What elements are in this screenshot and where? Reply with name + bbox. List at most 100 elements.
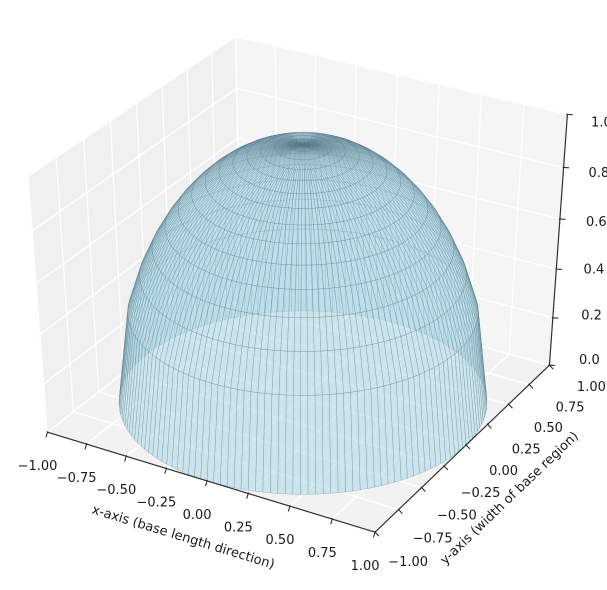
surface-quad (342, 145, 358, 151)
x-tick (164, 467, 168, 474)
surface-quad (339, 220, 350, 241)
surface-quad (302, 140, 313, 146)
surface-quad (288, 144, 304, 146)
surface-quad (315, 142, 329, 144)
surface-quad (355, 147, 370, 154)
plot-render-root: −1.00−0.75−0.50−0.250.000.250.500.751.00… (18, 36, 607, 574)
z-tick-label: 0.6 (586, 215, 607, 230)
surface-quad (293, 351, 302, 396)
surface-quad (307, 394, 316, 495)
surface-quad (302, 140, 312, 146)
surface-quad (349, 313, 361, 348)
y-tick-label: −0.50 (437, 509, 477, 524)
surface-quad (380, 251, 394, 276)
surface-quad (409, 180, 424, 196)
surface-quad (287, 317, 296, 352)
surface-quad (347, 219, 358, 239)
surface-quad (299, 180, 303, 195)
x-tick (246, 492, 250, 499)
surface-quad (322, 138, 335, 140)
surface-quad (302, 151, 304, 161)
surface-quad (301, 193, 306, 209)
surface-quad (302, 159, 305, 170)
surface-quad (310, 133, 317, 137)
surface-quad (341, 158, 356, 167)
surface-quad (301, 180, 306, 195)
surface-quad (367, 151, 382, 159)
surface-quad (385, 165, 401, 177)
surface-quad (436, 278, 451, 312)
surface-quad (306, 264, 313, 290)
surface-quad (310, 243, 317, 266)
x-tick-label: −0.50 (96, 483, 136, 498)
surface-quad (339, 286, 350, 316)
surface-quad (302, 139, 304, 146)
surface-quad (294, 289, 302, 318)
grid-line-z-right (236, 87, 564, 169)
surface-quad (302, 144, 306, 152)
y-tick-label: −0.25 (461, 486, 501, 501)
surface-quad (305, 208, 310, 226)
surface-quad (352, 145, 367, 151)
surface-quad (384, 275, 399, 305)
y-tick (443, 464, 449, 471)
surface-quad (358, 157, 374, 166)
x-tick (45, 431, 49, 438)
surface-quad (350, 259, 362, 285)
surface-quad (377, 186, 393, 202)
surface-quad (375, 230, 389, 252)
surface-quad (445, 267, 461, 301)
surface-quad (302, 144, 307, 152)
surface-quad (465, 275, 479, 317)
surface-quad (302, 144, 304, 152)
surface-quad (329, 150, 344, 158)
surface-quad (304, 135, 308, 140)
surface-quad (300, 264, 307, 290)
x-tick-label: 1.00 (351, 559, 380, 574)
surface-quad (330, 146, 346, 151)
surface-quad (338, 141, 353, 145)
surface-quad (328, 222, 338, 243)
surface-quad (344, 153, 360, 161)
y-tick (420, 486, 426, 492)
y-tick (528, 383, 534, 389)
surface-quad (392, 164, 408, 177)
surface-quad (451, 235, 465, 265)
surface-quad (307, 133, 312, 137)
surface-quad (317, 133, 326, 135)
surface-quad (302, 139, 308, 146)
surface-quad (368, 255, 381, 281)
surface-quad (341, 157, 357, 167)
surface-quad (425, 199, 440, 219)
surface-quad (323, 135, 333, 137)
surface-quad (328, 134, 338, 137)
surface-quad (418, 227, 434, 250)
surface-quad (350, 218, 362, 238)
surface-quad (326, 263, 335, 289)
surface-quad (436, 239, 451, 266)
surface-quad (302, 144, 318, 146)
surface-quad (349, 238, 361, 261)
surface-quad (316, 264, 324, 290)
surface-quad (302, 169, 305, 182)
surface-quad (302, 141, 314, 146)
x-tick (287, 505, 291, 512)
surface-quad (285, 394, 294, 495)
surface-quad (388, 200, 404, 219)
surface-quad (368, 172, 384, 185)
surface-quad (358, 159, 373, 169)
surface-quad (315, 134, 325, 138)
surface-quad (422, 192, 437, 212)
surface-quad (411, 183, 427, 200)
surface-quad (313, 139, 326, 143)
surface-quad (302, 139, 309, 146)
surface-quad (416, 229, 432, 253)
surface-quad (298, 139, 304, 146)
surface-quad (297, 208, 303, 226)
axis-ticks (45, 113, 573, 538)
surface-quad (377, 208, 392, 227)
surface-quad (429, 249, 445, 277)
surface-quad (327, 141, 341, 144)
